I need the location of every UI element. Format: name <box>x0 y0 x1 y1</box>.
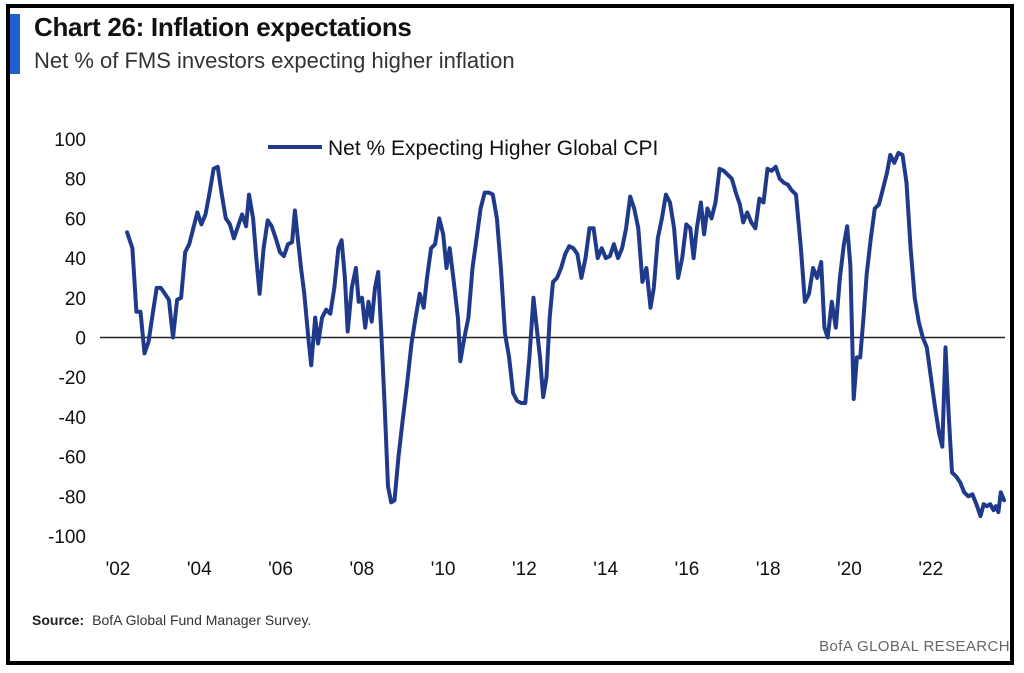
x-tick-label: '04 <box>187 559 212 580</box>
y-axis: 100 80 60 40 20 0 -20 -40 -60 -80 -100 <box>48 130 86 548</box>
y-tick-label: -60 <box>59 448 86 469</box>
y-tick-label: 60 <box>65 209 86 230</box>
x-tick-label: '18 <box>756 559 781 580</box>
chart-title: Chart 26: Inflation expectations <box>34 12 412 42</box>
y-tick-label: -80 <box>59 487 86 508</box>
series-line <box>125 150 1007 519</box>
x-tick-label: '10 <box>431 559 456 580</box>
y-tick-label: 40 <box>65 249 86 270</box>
title-accent-bar <box>10 14 20 74</box>
x-tick-label: '14 <box>593 559 618 580</box>
brand-watermark: BofA GLOBAL RESEARCH <box>819 638 1010 655</box>
x-tick-label: '06 <box>268 559 293 580</box>
y-tick-label: 0 <box>75 329 86 350</box>
y-tick-label: 20 <box>65 289 86 310</box>
x-tick-label: '12 <box>512 559 537 580</box>
y-tick-label: 80 <box>65 170 86 191</box>
legend: Net % Expecting Higher Global CPI <box>268 137 658 160</box>
source-note: Source: BofA Global Fund Manager Survey. <box>32 612 311 628</box>
y-tick-label: -20 <box>59 368 86 389</box>
x-axis: '02 '04 '06 '08 '10 '12 '14 '16 '18 '20 '22 <box>106 559 944 580</box>
x-tick-label: '20 <box>837 559 862 580</box>
y-tick-label: -40 <box>59 408 86 429</box>
legend-label: Net % Expecting Higher Global CPI <box>328 137 658 160</box>
source-text: BofA Global Fund Manager Survey. <box>92 612 312 628</box>
x-tick-label: '16 <box>675 559 700 580</box>
x-tick-label: '22 <box>918 559 943 580</box>
source-label: Source: <box>32 612 85 628</box>
x-tick-label: '02 <box>106 559 131 580</box>
y-tick-label: -100 <box>48 527 86 548</box>
chart-subtitle: Net % of FMS investors expecting higher … <box>34 48 515 73</box>
x-tick-label: '08 <box>349 559 374 580</box>
y-tick-label: 100 <box>54 130 86 151</box>
